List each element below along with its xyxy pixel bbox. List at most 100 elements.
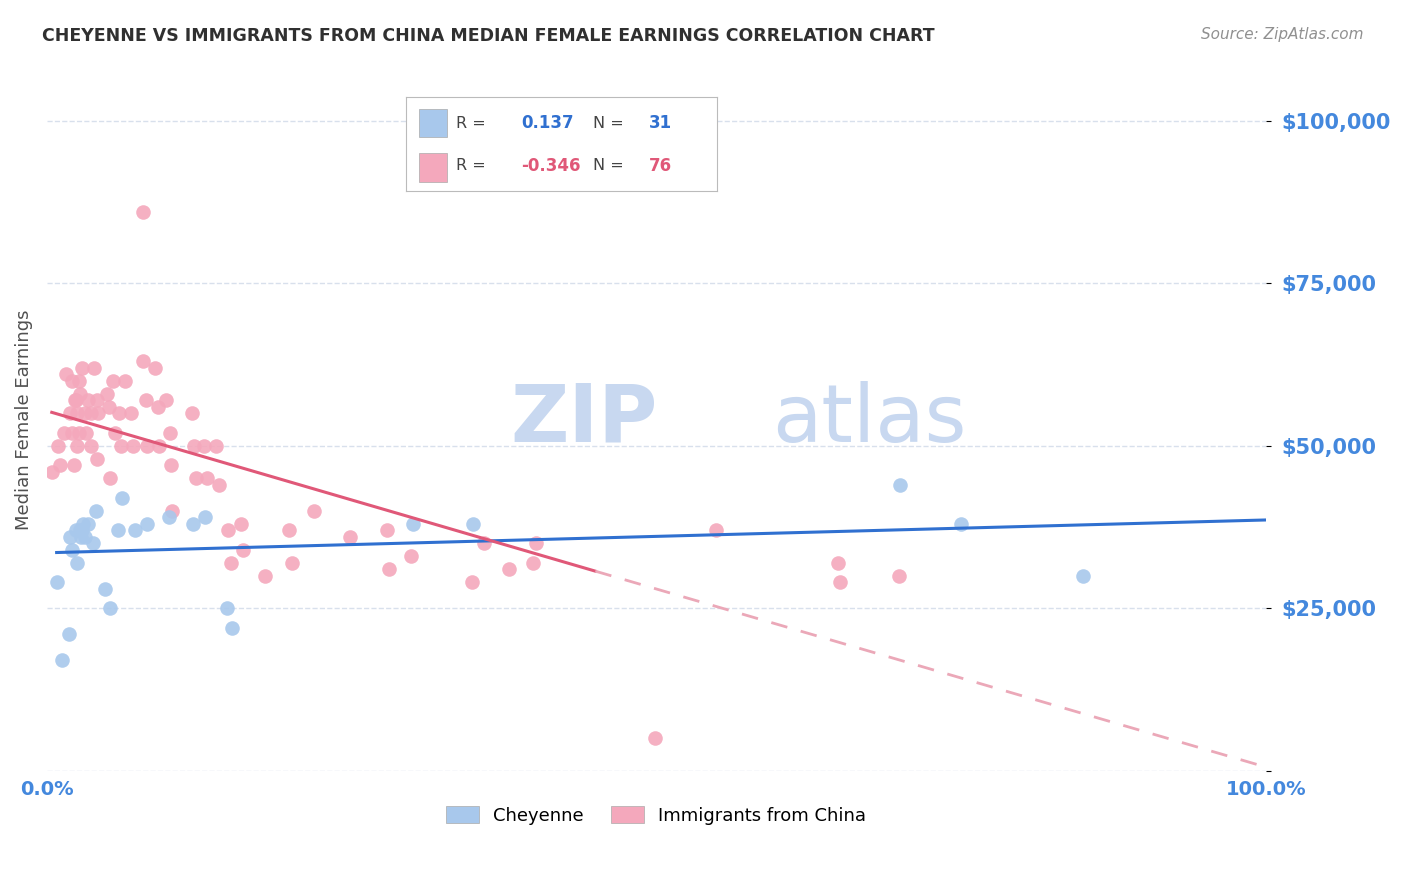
- Point: [65, 523, 87, 537]
- Point: [463, 516, 485, 531]
- Point: [98, 601, 121, 615]
- Point: [67, 374, 90, 388]
- Point: [155, 393, 177, 408]
- Point: [96, 386, 118, 401]
- Point: [889, 477, 911, 491]
- Point: [59, 530, 82, 544]
- Point: [73, 406, 96, 420]
- Point: [45, 575, 67, 590]
- Point: [644, 731, 666, 746]
- Point: [84, 503, 107, 517]
- Point: [339, 530, 361, 544]
- Point: [378, 562, 401, 576]
- Point: [104, 425, 127, 440]
- Point: [69, 386, 91, 401]
- Point: [107, 406, 129, 420]
- Point: [75, 425, 97, 440]
- Point: [98, 471, 121, 485]
- Point: [70, 360, 93, 375]
- Point: [193, 439, 215, 453]
- Point: [70, 523, 93, 537]
- Point: [281, 556, 304, 570]
- Point: [194, 510, 217, 524]
- Point: [302, 503, 325, 517]
- Point: [205, 439, 228, 453]
- Point: [65, 393, 87, 408]
- Y-axis label: Median Female Earnings: Median Female Earnings: [15, 310, 32, 530]
- Point: [135, 516, 157, 531]
- Point: [69, 523, 91, 537]
- Point: [63, 393, 86, 408]
- Point: [114, 374, 136, 388]
- Point: [83, 360, 105, 375]
- Point: [46, 439, 69, 453]
- Point: [87, 406, 110, 420]
- Point: [135, 439, 157, 453]
- Point: [82, 536, 104, 550]
- Point: [107, 523, 129, 537]
- Point: [73, 530, 96, 544]
- Point: [86, 393, 108, 408]
- Point: [181, 516, 204, 531]
- Point: [148, 439, 170, 453]
- Point: [827, 556, 849, 570]
- Point: [221, 621, 243, 635]
- Point: [195, 471, 218, 485]
- Legend: Cheyenne, Immigrants from China: Cheyenne, Immigrants from China: [447, 806, 866, 825]
- Point: [94, 582, 117, 596]
- Point: [110, 439, 132, 453]
- Point: [146, 400, 169, 414]
- Point: [62, 542, 84, 557]
- Point: [66, 406, 89, 420]
- Point: [159, 425, 181, 440]
- Point: [461, 575, 484, 590]
- Text: Source: ZipAtlas.com: Source: ZipAtlas.com: [1201, 27, 1364, 42]
- Point: [52, 425, 75, 440]
- Point: [474, 536, 496, 550]
- Point: [59, 406, 82, 420]
- Point: [135, 393, 157, 408]
- Point: [217, 601, 239, 615]
- Point: [229, 516, 252, 531]
- Text: ZIP: ZIP: [510, 381, 657, 458]
- Point: [122, 439, 145, 453]
- Point: [157, 510, 180, 524]
- Point: [80, 406, 103, 420]
- Point: [72, 516, 94, 531]
- Point: [132, 204, 155, 219]
- Point: [254, 568, 277, 582]
- Point: [232, 542, 254, 557]
- Point: [66, 556, 89, 570]
- Point: [124, 523, 146, 537]
- Point: [181, 406, 204, 420]
- Point: [41, 465, 63, 479]
- Point: [160, 458, 183, 472]
- Point: [77, 516, 100, 531]
- Point: [67, 425, 90, 440]
- Point: [70, 530, 93, 544]
- Text: atlas: atlas: [772, 381, 966, 458]
- Point: [111, 491, 134, 505]
- Point: [278, 523, 301, 537]
- Point: [120, 406, 142, 420]
- Point: [77, 393, 100, 408]
- Point: [58, 627, 80, 641]
- Point: [522, 556, 544, 570]
- Point: [132, 354, 155, 368]
- Point: [830, 575, 852, 590]
- Point: [183, 439, 205, 453]
- Point: [86, 451, 108, 466]
- Point: [375, 523, 398, 537]
- Point: [62, 425, 84, 440]
- Point: [218, 523, 240, 537]
- Point: [66, 439, 89, 453]
- Point: [143, 360, 166, 375]
- Point: [219, 556, 242, 570]
- Text: CHEYENNE VS IMMIGRANTS FROM CHINA MEDIAN FEMALE EARNINGS CORRELATION CHART: CHEYENNE VS IMMIGRANTS FROM CHINA MEDIAN…: [42, 27, 935, 45]
- Point: [1071, 568, 1094, 582]
- Point: [704, 523, 727, 537]
- Point: [949, 516, 972, 531]
- Point: [162, 503, 184, 517]
- Point: [62, 374, 84, 388]
- Point: [51, 653, 73, 667]
